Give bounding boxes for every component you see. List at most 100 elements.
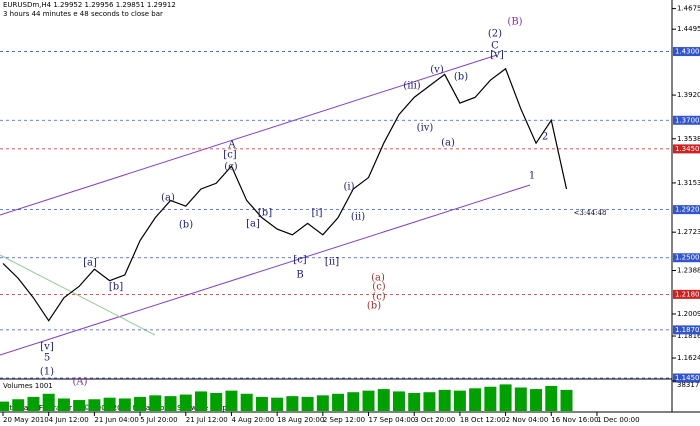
- volume-bar: [73, 400, 86, 411]
- y-tick-label: 1.27230: [677, 228, 700, 236]
- wave-label: 5: [44, 353, 50, 364]
- volume-bar: [377, 389, 390, 411]
- wave-label: [c]: [223, 150, 237, 161]
- chart-title: EURUSDm,H4 1.29952 1.29956 1.29851 1.299…: [3, 1, 176, 9]
- price-box: [673, 47, 700, 57]
- wave-label: [b]: [109, 282, 123, 293]
- y-tick-label: 1.16240: [677, 354, 700, 362]
- chart-subtitle: 3 hours 44 minutes e 48 seconds to close…: [3, 10, 163, 18]
- price-box: [673, 373, 700, 383]
- volume-bar: [484, 386, 497, 411]
- wave-label: [c]: [293, 255, 307, 266]
- volume-bar: [118, 398, 131, 411]
- volume-bar: [362, 390, 375, 411]
- y-tick-label: 1.18165: [677, 332, 700, 340]
- volume-bar: [271, 397, 284, 411]
- volume-bar: [347, 392, 360, 411]
- volume-bar: [423, 392, 436, 411]
- channel-line: [0, 54, 498, 216]
- wave-label: (c): [372, 292, 386, 303]
- price-label: 1.34500: [675, 145, 700, 153]
- volume-bar: [164, 396, 177, 411]
- price-label: 1.21800: [675, 290, 700, 298]
- price-label: 1.18700: [675, 326, 700, 334]
- wave-label: (1): [40, 367, 54, 378]
- wave-label: (c): [372, 282, 386, 293]
- price-label: 1.14500: [675, 374, 700, 382]
- wave-label: [b]: [258, 208, 272, 219]
- price-box: [673, 325, 700, 335]
- volume-bar: [134, 396, 147, 411]
- volume-bar: [103, 397, 116, 411]
- wave-label: [a]: [83, 258, 97, 269]
- price-label: 1.37000: [675, 116, 700, 124]
- volume-bar: [469, 388, 482, 411]
- price-box: [673, 144, 700, 154]
- wave-label: (A): [72, 377, 87, 388]
- x-tick-label: 17 Sep 04:00: [369, 416, 416, 424]
- wave-label: (iv): [417, 123, 434, 134]
- volume-bar: [255, 396, 268, 411]
- wave-label: (a): [371, 273, 385, 284]
- y-tick-label: 1.31530: [677, 179, 700, 187]
- volume-bar: [149, 395, 162, 411]
- volume-bar: [545, 385, 558, 411]
- wave-label: A: [227, 140, 236, 151]
- wave-label: (i): [343, 182, 354, 193]
- volume-bar: [392, 391, 405, 411]
- trend-line: [0, 254, 156, 336]
- volume-bar: [240, 393, 253, 411]
- volume-bar: [530, 389, 543, 411]
- x-tick-label: 3 Oct 20:00: [414, 416, 455, 424]
- price-box: [673, 205, 700, 215]
- wave-label: [i]: [311, 208, 322, 219]
- wave-label: [v]: [40, 342, 54, 353]
- y-tick-label: 1.35380: [677, 135, 700, 143]
- wave-label: (2): [488, 29, 502, 40]
- price-box: [673, 289, 700, 299]
- wave-label: (a): [441, 138, 455, 149]
- x-tick-label: 18 Oct 12:00: [460, 416, 506, 424]
- volume-bar: [12, 399, 25, 411]
- x-tick-label: 2 Nov 04:00: [506, 416, 549, 424]
- channel-line: [0, 184, 531, 356]
- x-tick-label: 21 Jun 04:00: [94, 416, 138, 424]
- x-tick-label: 4 Aug 20:00: [231, 416, 274, 424]
- wave-label: (c): [224, 162, 238, 173]
- footer: Interbank FX Trader 4, © 2001-2009 MetaQ…: [3, 404, 229, 412]
- volume-bar: [499, 384, 512, 411]
- wave-label: (iii): [403, 81, 420, 92]
- wave-label: 1: [529, 171, 535, 182]
- wave-label: [a]: [246, 219, 260, 230]
- y-tick-label: 1.23885: [677, 266, 700, 274]
- x-tick-label: 18 Aug 20:00: [277, 416, 324, 424]
- wave-label: B: [296, 270, 303, 281]
- volume-bar: [453, 390, 466, 411]
- volume-bar: [286, 396, 299, 411]
- wave-label: (b): [367, 301, 381, 312]
- wave-label: <3:44:48: [574, 209, 607, 217]
- volume-bar: [42, 393, 55, 411]
- volume-bar: [332, 393, 345, 411]
- wave-label: (v): [430, 65, 444, 76]
- wave-label: (b): [454, 72, 468, 83]
- volume-label: Volumes 1001: [3, 382, 53, 390]
- x-tick-label: 4 Jun 12:00: [49, 416, 89, 424]
- volume-tick-label: 38317: [677, 381, 699, 389]
- volume-bar: [57, 398, 70, 411]
- volume-bar: [408, 392, 421, 411]
- volume-bar: [27, 396, 40, 411]
- volume-bar: [179, 394, 192, 411]
- wave-label: (ii): [351, 212, 365, 223]
- volume-bar: [0, 401, 9, 411]
- price-box: [673, 115, 700, 125]
- x-tick-label: 21 Jul 12:00: [186, 416, 228, 424]
- volume-bar: [514, 387, 527, 411]
- volume-bar: [88, 399, 101, 411]
- volume-bar: [194, 391, 207, 411]
- y-tick-label: 1.39200: [677, 91, 700, 99]
- volume-bar: [316, 395, 329, 411]
- volume-bar: [301, 396, 314, 411]
- wave-label: (B): [507, 17, 522, 28]
